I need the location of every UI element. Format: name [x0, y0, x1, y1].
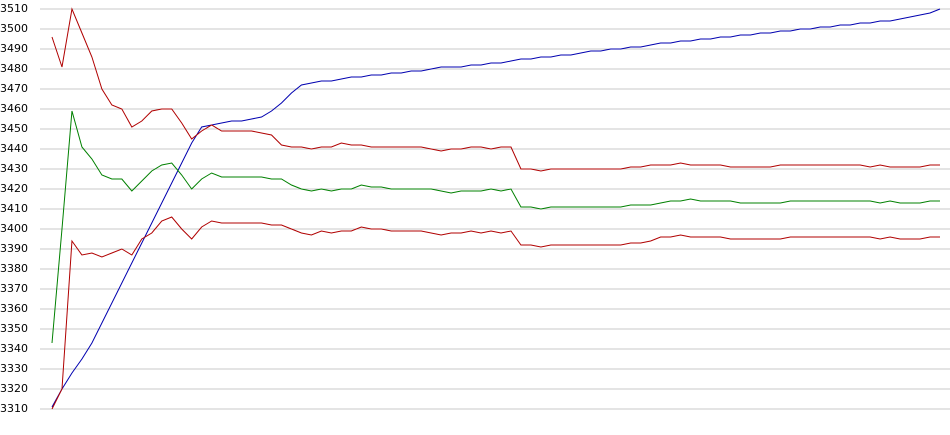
y-tick-label: 3450 — [0, 122, 28, 135]
series-line — [51, 110, 940, 344]
y-tick-label: 3360 — [0, 302, 28, 315]
y-tick-label: 3400 — [0, 222, 28, 235]
y-tick-label: 3430 — [0, 162, 28, 175]
y-tick-label: 3380 — [0, 262, 28, 275]
series-line — [51, 216, 940, 410]
y-tick-label: 3460 — [0, 102, 28, 115]
y-tick-label: 3510 — [0, 2, 28, 15]
y-tick-label: 3500 — [0, 22, 28, 35]
y-tick-label: 3330 — [0, 362, 28, 375]
y-tick-label: 3480 — [0, 62, 28, 75]
y-tick-label: 3410 — [0, 202, 28, 215]
y-tick-label: 3440 — [0, 142, 28, 155]
y-tick-label: 3390 — [0, 242, 28, 255]
y-tick-label: 3310 — [0, 402, 28, 415]
y-tick-label: 3490 — [0, 42, 28, 55]
series-line — [51, 8, 941, 408]
y-tick-label: 3370 — [0, 282, 28, 295]
y-tick-label: 3420 — [0, 182, 28, 195]
y-tick-label: 3470 — [0, 82, 28, 95]
y-tick-label: 3350 — [0, 322, 28, 335]
y-tick-label: 3340 — [0, 342, 28, 355]
series-line — [51, 7, 940, 172]
y-tick-label: 3320 — [0, 382, 28, 395]
